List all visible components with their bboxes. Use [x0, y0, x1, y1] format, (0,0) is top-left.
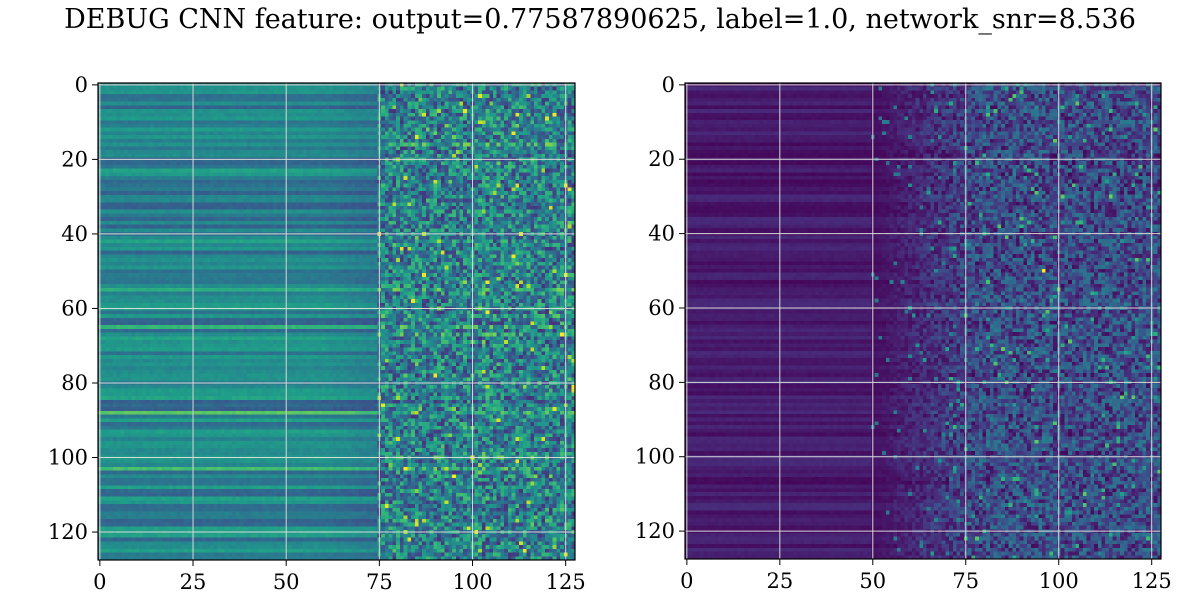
figure-title: DEBUG CNN feature: output=0.77587890625,…	[64, 4, 1136, 35]
y-tick-label: 20	[61, 147, 88, 171]
plot-frame	[97, 82, 576, 561]
heatmap-image	[98, 83, 575, 560]
x-tick-label: 0	[93, 570, 106, 594]
x-tick-label: 125	[1132, 569, 1172, 593]
y-tick-label: 100	[48, 446, 88, 470]
y-tick-label: 60	[648, 296, 675, 320]
heatmap-panel-1: 0 25 50 75 100 125 0 20 40 60 80 100 120	[48, 73, 586, 594]
y-tick-label: 120	[48, 520, 88, 544]
x-tick-label: 125	[546, 570, 586, 594]
heatmap-image	[685, 83, 1161, 559]
y-tick-label: 20	[648, 147, 675, 171]
y-tick-label: 0	[662, 73, 675, 97]
plot-frame	[684, 82, 1162, 560]
y-tick-label: 120	[635, 519, 675, 543]
y-tick-label: 40	[648, 222, 675, 246]
x-tick-label: 50	[859, 569, 886, 593]
y-tick-label: 40	[61, 222, 88, 246]
y-tick-label: 0	[75, 73, 88, 97]
x-tick-label: 25	[766, 569, 793, 593]
x-tick-label: 100	[1039, 569, 1079, 593]
y-tick-label: 60	[61, 296, 88, 320]
y-tick-label: 80	[61, 371, 88, 395]
x-tick-label: 50	[273, 570, 300, 594]
y-tick-label: 80	[648, 370, 675, 394]
heatmap-panel-2: 0 25 50 75 100 125 0 20 40 60 80 100 120	[635, 73, 1172, 593]
x-tick-label: 75	[366, 570, 393, 594]
x-tick-label: 75	[952, 569, 979, 593]
y-tick-label: 100	[635, 445, 675, 469]
x-tick-label: 100	[452, 570, 492, 594]
x-tick-label: 0	[680, 569, 693, 593]
x-tick-label: 25	[180, 570, 207, 594]
